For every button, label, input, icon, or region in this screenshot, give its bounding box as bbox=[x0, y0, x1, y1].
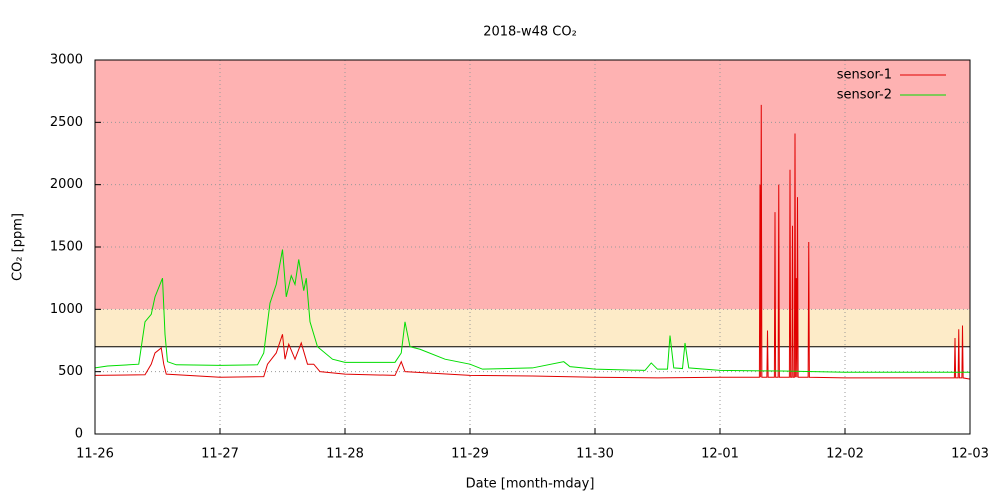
x-tick-label: 11-26 bbox=[76, 447, 114, 462]
series-line bbox=[94, 249, 970, 373]
plot-frame bbox=[94, 59, 971, 435]
y-tick-label: 2500 bbox=[50, 115, 83, 130]
x-tick-label: 11-27 bbox=[201, 447, 239, 462]
legend-label: sensor-2 bbox=[837, 88, 892, 103]
x-tick-label: 11-29 bbox=[451, 447, 489, 462]
y-tick-label: 2000 bbox=[50, 177, 83, 192]
y-axis-label: CO₂ [ppm] bbox=[11, 213, 26, 281]
x-tick-label: 12-03 bbox=[951, 447, 989, 462]
y-tick-label: 1000 bbox=[50, 302, 83, 317]
legend-label: sensor-1 bbox=[837, 68, 892, 83]
y-tick-label: 0 bbox=[75, 427, 83, 442]
threshold-band bbox=[95, 309, 970, 347]
x-tick-label: 11-30 bbox=[576, 447, 614, 462]
y-tick-label: 500 bbox=[58, 364, 83, 379]
x-tick-label: 12-01 bbox=[701, 447, 739, 462]
x-axis-label: Date [month-mday] bbox=[466, 477, 595, 492]
y-tick-label: 1500 bbox=[50, 240, 83, 255]
threshold-band bbox=[95, 60, 970, 310]
x-tick-label: 11-28 bbox=[326, 447, 364, 462]
series-line bbox=[94, 104, 971, 380]
y-tick-label: 3000 bbox=[50, 53, 83, 68]
chart-title: 2018-w48 CO₂ bbox=[483, 25, 577, 40]
x-tick-label: 12-02 bbox=[826, 447, 864, 462]
